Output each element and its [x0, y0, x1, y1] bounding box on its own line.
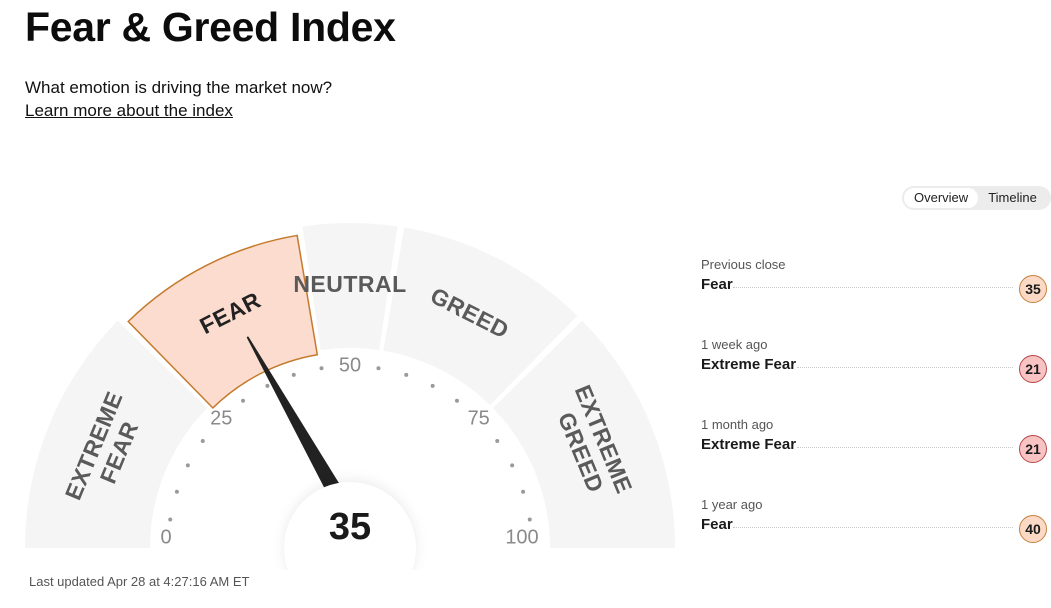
gauge-segment-fear [127, 234, 319, 410]
tick-label-100: 100 [505, 526, 538, 548]
tick-label-25: 25 [210, 408, 232, 430]
tick-dot [404, 372, 409, 377]
history-label: 1 year ago [701, 497, 763, 512]
tick-dot [185, 463, 190, 468]
view-toggle: Overview Timeline [902, 186, 1051, 210]
tick-dot [174, 489, 179, 494]
learn-more-link[interactable]: Learn more about the index [25, 101, 233, 120]
history-value: Extreme Fear [701, 356, 797, 373]
history-score-badge: 40 [1019, 515, 1047, 543]
history-score-badge: 35 [1019, 275, 1047, 303]
history-dots [733, 287, 1013, 288]
history-label: 1 week ago [701, 337, 768, 352]
gauge-segment-extreme-greed [492, 320, 675, 548]
gauge-segment-neutral [302, 223, 398, 351]
history-dots [797, 367, 1013, 368]
history-value: Extreme Fear [701, 436, 797, 453]
tick-dot [527, 517, 532, 522]
tab-overview[interactable]: Overview [904, 188, 979, 208]
history-item: 1 year ago Fear 40 [701, 498, 1047, 578]
history-label: 1 month ago [701, 417, 774, 432]
tab-timeline[interactable]: Timeline [988, 190, 1037, 205]
gauge-segment-extreme-fear [25, 320, 208, 548]
zone-label-neutral: NEUTRAL [293, 271, 406, 297]
history-list: Previous close Fear 35 1 week ago Extrem… [701, 258, 1047, 578]
page-subtitle: What emotion is driving the market now? [25, 78, 333, 97]
history-dots [797, 447, 1013, 448]
fear-greed-gauge: EXTREME FEAR FEAR NEUTRAL GREED EXTREME … [25, 223, 675, 570]
tick-dot [430, 383, 435, 388]
history-score-badge: 21 [1019, 435, 1047, 463]
tick-dot [319, 366, 324, 371]
tick-dot [510, 463, 515, 468]
history-score-badge: 21 [1019, 355, 1047, 383]
history-value: Fear [701, 276, 733, 293]
tick-label-75: 75 [468, 408, 490, 430]
gauge-segment-greed [383, 227, 578, 406]
last-updated: Last updated Apr 28 at 4:27:16 AM ET [29, 574, 250, 589]
tick-dot [200, 439, 205, 444]
history-dots [733, 527, 1013, 528]
gauge-value: 35 [329, 506, 371, 548]
gauge-hub [284, 482, 416, 570]
tick-dot [495, 439, 500, 444]
tick-dot [291, 372, 296, 377]
history-item: 1 week ago Extreme Fear 21 [701, 338, 1047, 418]
tick-dot [454, 398, 459, 403]
tick-dot [241, 398, 246, 403]
tick-dot [376, 366, 381, 371]
history-item: 1 month ago Extreme Fear 21 [701, 418, 1047, 498]
page-title: Fear & Greed Index [25, 4, 396, 50]
history-value: Fear [701, 516, 733, 533]
history-label: Previous close [701, 257, 786, 272]
tick-label-0: 0 [160, 526, 171, 548]
tick-dot [265, 383, 270, 388]
tick-dot [168, 517, 173, 522]
tick-dot [521, 489, 526, 494]
tick-label-50: 50 [339, 354, 361, 376]
history-item: Previous close Fear 35 [701, 258, 1047, 338]
